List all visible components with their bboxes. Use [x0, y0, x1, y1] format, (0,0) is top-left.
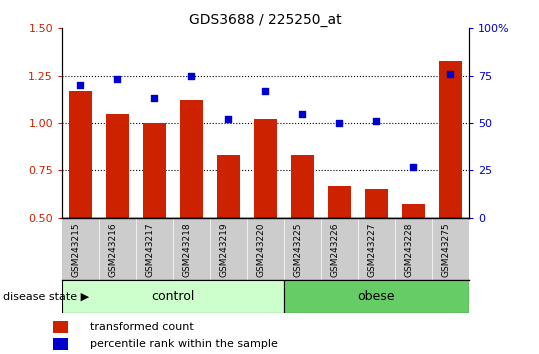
- Text: obese: obese: [358, 290, 395, 303]
- Bar: [292, 155, 314, 218]
- Text: GSM243220: GSM243220: [257, 222, 265, 276]
- Bar: [402, 205, 425, 218]
- Point: [150, 96, 159, 101]
- Text: GSM243225: GSM243225: [293, 222, 302, 276]
- Text: GSM243226: GSM243226: [330, 222, 340, 276]
- Text: control: control: [151, 290, 195, 303]
- Bar: [53, 321, 68, 333]
- Bar: [143, 123, 165, 218]
- Point: [76, 82, 85, 88]
- Title: GDS3688 / 225250_at: GDS3688 / 225250_at: [189, 13, 342, 27]
- Point: [261, 88, 270, 94]
- Point: [113, 76, 122, 82]
- Bar: [365, 189, 388, 218]
- Bar: [53, 338, 68, 350]
- Bar: [328, 185, 350, 218]
- Text: GSM243227: GSM243227: [368, 222, 376, 276]
- Bar: [217, 155, 239, 218]
- Text: GSM243215: GSM243215: [72, 222, 80, 277]
- Text: GSM243216: GSM243216: [108, 222, 118, 277]
- Text: disease state ▶: disease state ▶: [3, 291, 89, 302]
- Text: percentile rank within the sample: percentile rank within the sample: [91, 339, 278, 349]
- Text: GSM243275: GSM243275: [441, 222, 451, 277]
- Bar: [106, 114, 129, 218]
- Bar: [284, 280, 469, 313]
- Point: [372, 118, 381, 124]
- Point: [409, 164, 418, 170]
- Bar: [181, 100, 203, 218]
- Bar: [254, 119, 277, 218]
- Bar: [439, 61, 461, 218]
- Point: [187, 73, 196, 79]
- Text: GSM243218: GSM243218: [183, 222, 191, 277]
- Bar: [62, 280, 284, 313]
- Point: [446, 71, 455, 76]
- Point: [298, 111, 307, 116]
- Text: GSM243217: GSM243217: [146, 222, 155, 277]
- Text: GSM243219: GSM243219: [219, 222, 229, 277]
- Text: GSM243228: GSM243228: [404, 222, 413, 276]
- Point: [335, 120, 344, 126]
- Bar: [70, 91, 92, 218]
- Text: transformed count: transformed count: [91, 322, 194, 332]
- Point: [224, 116, 233, 122]
